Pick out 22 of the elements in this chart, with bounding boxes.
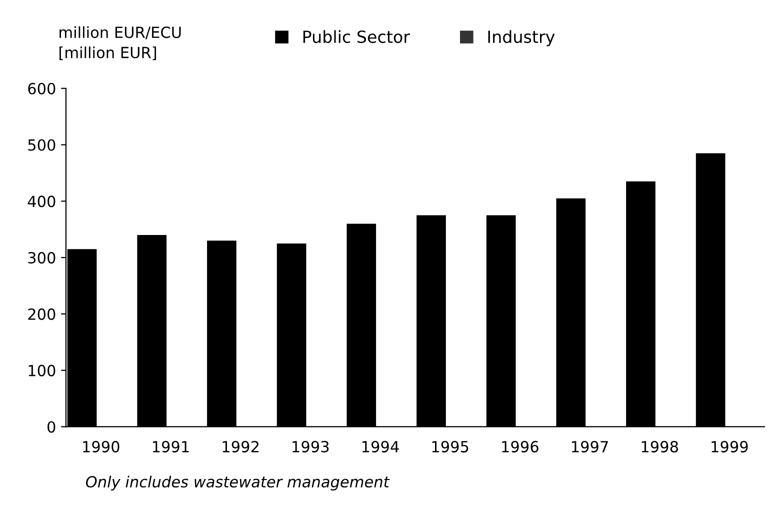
x-tick-label: 1991 — [152, 440, 189, 452]
x-tick-label: 1995 — [432, 440, 468, 452]
x-tick-label: 1993 — [292, 440, 329, 452]
y-tick-label: 100 — [28, 364, 56, 376]
x-tick-label: 1994 — [362, 440, 399, 452]
x-tick-label: 1997 — [572, 440, 608, 452]
y-axis-title: million EUR/ECU — [60, 26, 181, 40]
x-tick-label: 1996 — [502, 440, 538, 452]
y-tick-label: 0 — [48, 421, 56, 433]
y-tick-label: 200 — [28, 308, 56, 320]
y-tick-label: 500 — [28, 139, 56, 151]
y-tick-label: 600 — [28, 82, 56, 94]
text: [million EUR] — [60, 46, 156, 60]
legend-label: Industry — [488, 30, 555, 46]
text: Only includes wastewater management — [86, 476, 390, 490]
x-tick-label: 1998 — [642, 440, 678, 452]
x-tick-label: 1990 — [83, 440, 120, 452]
y-tick-label: 400 — [28, 196, 56, 208]
x-tick-label: 1992 — [222, 440, 258, 452]
x-tick-label: 1999 — [712, 440, 748, 452]
legend-label: Public Sector — [303, 30, 410, 44]
y-tick-label: 300 — [28, 252, 56, 264]
